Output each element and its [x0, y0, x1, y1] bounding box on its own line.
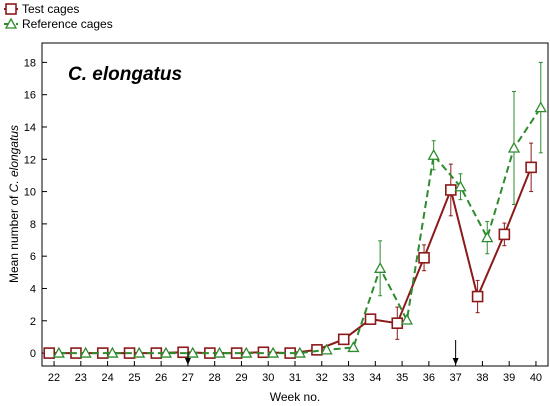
data-point [507, 141, 521, 153]
y-axis-label: Mean number of C. elongatus [7, 125, 21, 283]
y-tick-label: 18 [24, 57, 36, 69]
y-axis-label-part1: Mean number of [7, 192, 21, 283]
x-tick-label: 24 [101, 372, 113, 384]
y-tick-label: 14 [24, 122, 36, 134]
chart-title: C. elongatus [68, 64, 182, 85]
x-axis-label: Week no. [270, 390, 320, 404]
x-tick-label: 34 [369, 372, 381, 384]
y-tick-label: 10 [24, 187, 36, 199]
data-point [525, 161, 537, 174]
plot-frame [41, 42, 549, 367]
arrow-head [452, 358, 459, 365]
y-tick-label: 16 [24, 90, 36, 102]
data-point [454, 180, 467, 192]
x-tick-label: 27 [182, 372, 194, 384]
data-point [266, 346, 280, 358]
data-point [374, 261, 387, 273]
x-tick-label: 26 [155, 372, 167, 384]
series-line [58, 107, 542, 355]
data-point [213, 346, 226, 358]
x-tick-label: 39 [503, 372, 515, 384]
y-tick-label: 12 [24, 154, 36, 166]
data-point [337, 333, 350, 346]
data-point [133, 346, 146, 358]
data-point [159, 346, 173, 358]
data-point [400, 313, 414, 325]
y-tick-label: 6 [30, 251, 36, 263]
data-point [534, 101, 547, 113]
y-tick-label: 8 [30, 219, 36, 231]
data-point [311, 344, 323, 356]
x-tick-label: 25 [128, 372, 140, 384]
series-layer [43, 61, 547, 359]
legend-marker [4, 17, 18, 29]
x-tick-label: 40 [530, 372, 542, 384]
arrow-head [184, 358, 191, 365]
data-point [471, 290, 484, 303]
x-tick-label: 30 [262, 372, 274, 384]
x-tick-label: 32 [316, 372, 328, 384]
data-point [347, 341, 360, 353]
data-point [186, 346, 199, 358]
y-axis-label-species: C. elongatus [7, 125, 21, 192]
data-point [52, 346, 65, 358]
data-point [293, 346, 306, 358]
y-axis: 0 2 4 6 8 10 12 14 16 18 [24, 57, 47, 360]
x-tick-label: 28 [209, 372, 221, 384]
x-tick-label: 35 [396, 372, 408, 384]
series-1 [43, 142, 537, 359]
x-tick-label: 22 [48, 372, 60, 384]
data-point [445, 184, 457, 196]
x-axis: 22 23 24 25 26 27 28 29 30 31 32 33 34 35 36 37 38 39 40 [48, 361, 542, 384]
data-point [364, 313, 377, 325]
x-tick-label: 23 [75, 372, 87, 384]
legend-item-2: Reference cages [4, 17, 113, 31]
arrow-week-37 [452, 340, 459, 365]
annotations [184, 340, 459, 365]
x-tick-label: 37 [450, 372, 462, 384]
arrow-week-27 [184, 352, 191, 365]
x-tick-label: 31 [289, 372, 301, 384]
data-point [481, 231, 494, 243]
legend-label: Test cages [22, 2, 79, 16]
data-point [240, 346, 253, 358]
y-tick-label: 4 [30, 283, 36, 295]
x-tick-label: 38 [476, 372, 488, 384]
series-2 [52, 61, 547, 358]
data-point [106, 346, 119, 358]
data-point [498, 228, 511, 241]
legend-label: Reference cages [22, 17, 113, 31]
data-point [320, 343, 333, 355]
data-point [427, 148, 440, 160]
data-point [79, 346, 92, 358]
legend-item-1: Test cages [4, 2, 79, 16]
series-line [49, 166, 533, 355]
legend-marker [5, 3, 17, 15]
data-point [391, 317, 404, 330]
y-tick-label: 0 [30, 348, 36, 360]
data-point [418, 251, 430, 264]
x-tick-label: 29 [235, 372, 247, 384]
x-tick-label: 36 [423, 372, 435, 384]
data-point [43, 347, 56, 359]
y-tick-label: 2 [30, 316, 36, 328]
x-tick-label: 33 [342, 372, 354, 384]
